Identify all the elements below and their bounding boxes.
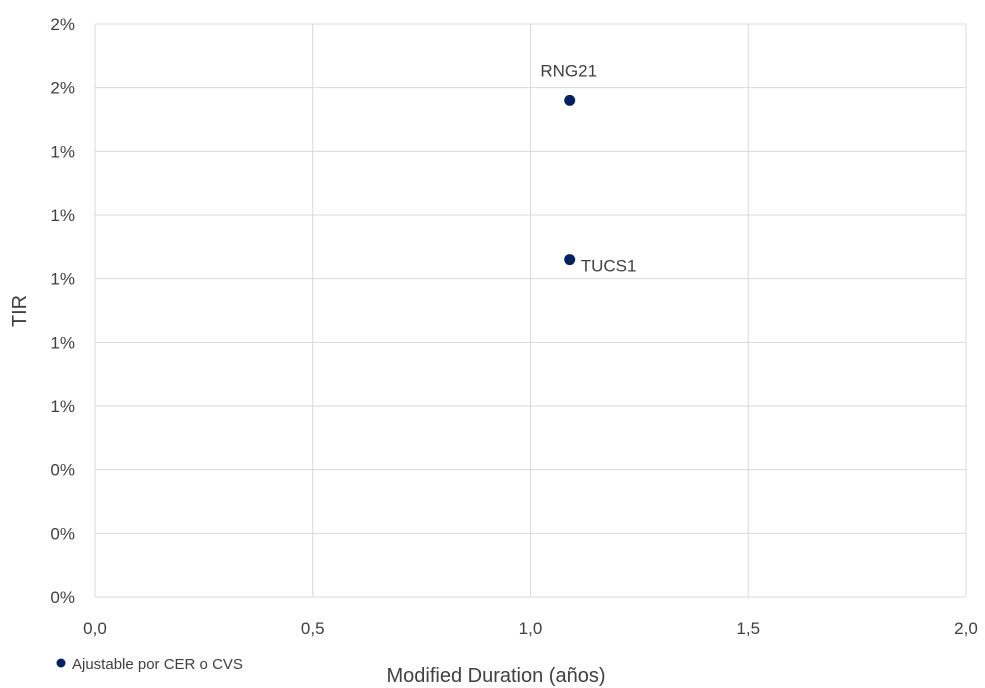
point-label: TUCS1 (581, 257, 637, 276)
y-tick-label: 2% (50, 15, 75, 34)
legend-marker (56, 658, 66, 668)
x-tick-label: 2,0 (954, 619, 978, 638)
y-tick-label: 1% (50, 397, 75, 416)
x-tick-label: 0,5 (301, 619, 325, 638)
legend-label: Ajustable por CER o CVS (72, 656, 243, 673)
tick-labels: 0% 0% 0% 1% 1% 1% 1% 1% 2% 2% 0,0 0,5 1,0 1,5 2,0 (50, 15, 977, 638)
y-tick-label: 2% (50, 79, 75, 98)
legend: Ajustable por CER o CVS (56, 656, 243, 673)
grid-lines (94, 23, 967, 598)
scatter-point (564, 94, 576, 106)
data-points: RNG21 TUCS1 (540, 61, 636, 275)
x-tick-label: 0,0 (83, 619, 107, 638)
y-tick-label: 0% (50, 588, 75, 607)
point-label: RNG21 (540, 61, 597, 80)
x-tick-label: 1,5 (736, 619, 760, 638)
y-axis-title: TIR (9, 295, 31, 327)
y-tick-label: 1% (50, 270, 75, 289)
y-tick-label: 0% (50, 461, 75, 480)
y-tick-label: 1% (50, 333, 75, 352)
scatter-point (564, 254, 576, 266)
y-tick-label: 1% (50, 206, 75, 225)
x-tick-label: 1,0 (519, 619, 543, 638)
y-tick-label: 1% (50, 142, 75, 161)
x-axis-title: Modified Duration (años) (387, 665, 606, 687)
y-tick-label: 0% (50, 524, 75, 543)
